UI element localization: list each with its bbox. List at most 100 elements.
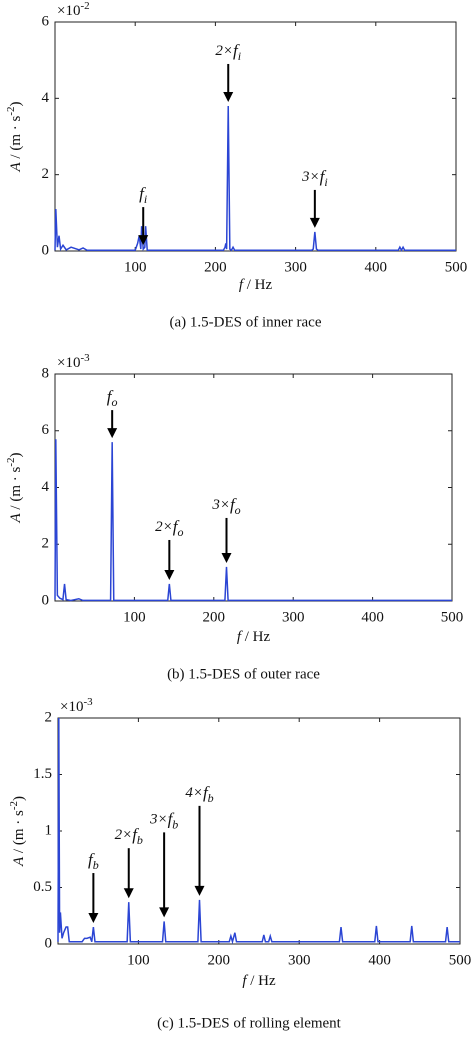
spectrum-line: [54, 105, 456, 252]
x-label-symbol: f: [242, 973, 248, 989]
annotation-label: fi: [139, 184, 147, 206]
caption: (c) 1.5-DES of rolling element: [157, 1015, 342, 1031]
x-tick-label: 200: [203, 609, 226, 625]
multiplier-exponent: -3: [83, 696, 93, 708]
annotation-label: 3×fi: [301, 167, 328, 189]
arrow-head: [159, 907, 170, 918]
arrow-head: [88, 913, 99, 924]
x-tick-label: 100: [124, 259, 147, 275]
annotation-prefix: 2×: [155, 519, 173, 535]
y-tick-label: 2: [42, 536, 50, 552]
y-tick-label: 4: [42, 90, 50, 106]
y-tick-label: 1.5: [33, 766, 52, 782]
y-label-exponent: -2: [5, 106, 17, 115]
axis-multiplier: ×10-3: [60, 696, 93, 716]
y-label-exponent: -2: [8, 801, 20, 810]
y-tick-label: 2: [42, 166, 50, 182]
y-tick-label: 6: [42, 422, 50, 438]
annotation-label: fb: [88, 850, 99, 872]
y-tick-label: 0.5: [33, 879, 52, 895]
annotation-symbol: f: [173, 517, 180, 536]
y-label-unit: / (m · s: [8, 116, 24, 163]
x-tick-label: 100: [127, 952, 150, 968]
y-tick-label: 6: [42, 13, 50, 29]
multiplier-base: ×10: [57, 3, 80, 19]
annotation-symbol: f: [230, 495, 237, 514]
y-tick-label: 1: [45, 822, 53, 838]
multiplier-exponent: -3: [80, 352, 90, 364]
x-label-unit: / Hz: [243, 277, 273, 293]
annotation-prefix: 3×: [149, 812, 168, 828]
y-axis-label: A / (m · s-2): [5, 101, 25, 172]
annotation-label: 2×fo: [155, 517, 183, 539]
y-label-close: ): [8, 101, 24, 106]
annotation-label: 3×fo: [211, 495, 240, 517]
annotation-symbol: f: [88, 850, 95, 869]
arrow-head: [123, 888, 134, 899]
x-tick-label: 300: [282, 609, 305, 625]
y-tick-label: 0: [42, 242, 50, 258]
annotation-label: 2×fb: [115, 825, 143, 847]
y-label-symbol: A: [8, 162, 24, 173]
x-tick-label: 400: [365, 259, 388, 275]
annotation-subscript: b: [208, 791, 214, 805]
x-tick-label: 100: [123, 609, 146, 625]
annotation-label: fo: [107, 387, 118, 409]
arrow-head: [107, 428, 118, 439]
axis-multiplier: ×10-3: [57, 352, 90, 372]
annotation-subscript: b: [172, 817, 178, 831]
arrow-head: [309, 217, 320, 228]
y-label-exponent: -2: [5, 457, 17, 466]
arrow-head: [164, 569, 175, 580]
y-axis-label: A / (m · s-2): [5, 452, 25, 523]
axis-multiplier: ×10-2: [57, 0, 90, 19]
arrow-head: [138, 235, 149, 246]
caption: (b) 1.5-DES of outer race: [167, 666, 320, 682]
x-label-symbol: f: [239, 277, 245, 293]
spectrum-line: [57, 717, 460, 945]
x-tick-label: 500: [445, 259, 468, 275]
x-label-unit: / Hz: [247, 973, 277, 989]
multiplier-exponent: -2: [80, 0, 89, 12]
annotation-symbol: f: [233, 41, 240, 60]
caption: (a) 1.5-DES of inner race: [169, 314, 321, 330]
annotation-subscript: b: [93, 858, 99, 872]
y-axis-label: A / (m · s-2): [8, 796, 28, 867]
annotation-subscript: o: [112, 395, 118, 409]
annotation-symbol: f: [132, 825, 139, 844]
annotation-label: 4×fb: [185, 783, 213, 805]
arrow-head: [223, 91, 234, 102]
x-tick-label: 500: [449, 952, 472, 968]
multiplier-base: ×10: [60, 699, 83, 715]
annotation-symbol: f: [107, 387, 114, 406]
arrow-head: [221, 552, 232, 563]
annotation-label: 2×fi: [215, 41, 241, 63]
annotation-subscript: i: [324, 175, 327, 189]
annotation-symbol: f: [320, 167, 327, 186]
annotation-subscript: i: [144, 192, 147, 206]
annotation-subscript: b: [137, 833, 143, 847]
annotation-label: 3×fb: [149, 809, 178, 831]
y-label-unit: / (m · s: [11, 810, 27, 857]
y-tick-label: 0: [45, 935, 53, 951]
y-label-symbol: A: [8, 513, 24, 524]
annotation-subscript: o: [235, 503, 241, 517]
x-axis-label: f / Hz: [242, 973, 276, 989]
annotation-prefix: 3×: [301, 169, 320, 185]
x-axis-label: f / Hz: [237, 629, 271, 645]
x-tick-label: 300: [288, 952, 311, 968]
y-label-symbol: A: [11, 856, 27, 867]
y-label-close: ): [8, 452, 24, 457]
annotation-prefix: 4×: [185, 785, 203, 801]
annotation-symbol: f: [168, 809, 175, 828]
arrow-head: [194, 885, 205, 896]
x-tick-label: 400: [368, 952, 391, 968]
annotation-symbol: f: [203, 783, 210, 802]
annotation-prefix: 3×: [211, 497, 230, 513]
annotation-subscript: o: [178, 525, 184, 539]
x-tick-label: 400: [361, 609, 384, 625]
x-label-unit: / Hz: [241, 629, 271, 645]
x-tick-label: 200: [204, 259, 227, 275]
x-label-symbol: f: [237, 629, 243, 645]
